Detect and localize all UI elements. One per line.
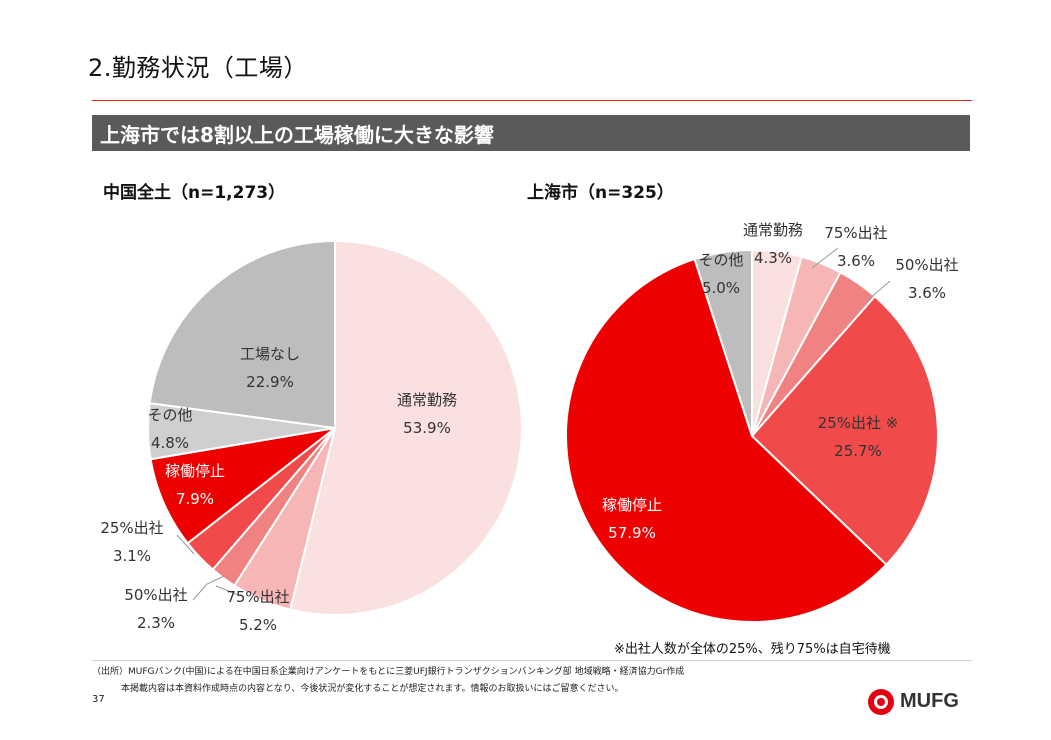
source-note: （出所）MUFGバンク(中国)による在中国日系企業向けアンケートをもとに三菱UF… bbox=[92, 667, 685, 677]
pie-chart-0: 通常勤務 53.9% 75%出社 5.2% 50%出社 2.3% 25%出社 3.1% 稼働停止… bbox=[100, 239, 523, 634]
slice-value-label: 7.9% bbox=[176, 490, 214, 508]
pie-slice bbox=[693, 248, 753, 437]
pie-slice bbox=[148, 239, 336, 430]
footer-divider bbox=[92, 660, 972, 661]
leader-line bbox=[192, 575, 225, 601]
page-number: 37 bbox=[92, 694, 105, 705]
headline-text: 上海市では8割以上の工場稼働に大きな影響 bbox=[100, 123, 494, 147]
chart-title-china: 中国全土（n=1,273） bbox=[103, 183, 286, 203]
slice-label: その他 bbox=[698, 251, 743, 269]
logo-text: MUFG bbox=[900, 690, 959, 712]
chart-footnote: ※出社人数が全体の25%、残り75%は自宅待機 bbox=[614, 642, 891, 657]
slice-label: 工場なし bbox=[240, 345, 300, 363]
slice-value-label: 2.3% bbox=[137, 614, 175, 632]
slice-value-label: 4.8% bbox=[151, 434, 189, 452]
leader-line bbox=[176, 534, 195, 555]
slice-label: 50%出社 bbox=[124, 586, 187, 604]
slice-value-label: 3.6% bbox=[837, 252, 875, 270]
slice-value-label: 25.7% bbox=[834, 442, 882, 460]
slice-label: 75%出社 bbox=[824, 224, 887, 242]
slice-label: 通常勤務 bbox=[743, 221, 803, 239]
slice-value-label: 22.9% bbox=[246, 373, 294, 391]
slice-value-label: 5.0% bbox=[702, 279, 740, 297]
slice-value-label: 4.3% bbox=[754, 249, 792, 267]
leader-line bbox=[811, 247, 839, 269]
slice-label: 25%出社 ※ bbox=[818, 414, 899, 432]
title-divider bbox=[92, 100, 972, 101]
slice-label: 稼働停止 bbox=[165, 462, 225, 480]
leader-line bbox=[867, 280, 891, 301]
slice-value-label: 53.9% bbox=[403, 419, 451, 437]
page-title: 2.勤務状況（工場） bbox=[88, 54, 308, 82]
pie-slice bbox=[750, 294, 939, 567]
slice-value-label: 5.2% bbox=[239, 616, 277, 634]
slice-label: 稼働停止 bbox=[602, 496, 662, 514]
slice-label: 通常勤務 bbox=[397, 391, 457, 409]
slice-value-label: 3.6% bbox=[908, 284, 946, 302]
slice-label: 25%出社 bbox=[100, 519, 163, 537]
slice-label: 50%出社 bbox=[895, 256, 958, 274]
slice-value-label: 57.9% bbox=[608, 524, 656, 542]
chart-title-shanghai: 上海市（n=325） bbox=[527, 183, 674, 203]
headline-banner: 上海市では8割以上の工場稼働に大きな影響 bbox=[92, 115, 970, 151]
slice-label: その他 bbox=[147, 406, 192, 424]
slice-value-label: 3.1% bbox=[113, 547, 151, 565]
pie-chart-1: 通常勤務 4.3% 75%出社 3.6% 50%出社 3.6% 25%出社 ※ 25.7% 稼働… bbox=[565, 221, 959, 623]
mufg-logo: MUFG bbox=[868, 689, 968, 715]
leader-line bbox=[215, 585, 242, 597]
slice-label: 75%出社 bbox=[226, 588, 289, 606]
pie-slice bbox=[289, 239, 523, 616]
pie-slice bbox=[149, 427, 336, 545]
disclaimer-note: 本掲載内容は本資料作成時点の内容となり、今後状況が変化することが想定されます。情… bbox=[121, 684, 624, 694]
pie-slice bbox=[565, 257, 888, 623]
